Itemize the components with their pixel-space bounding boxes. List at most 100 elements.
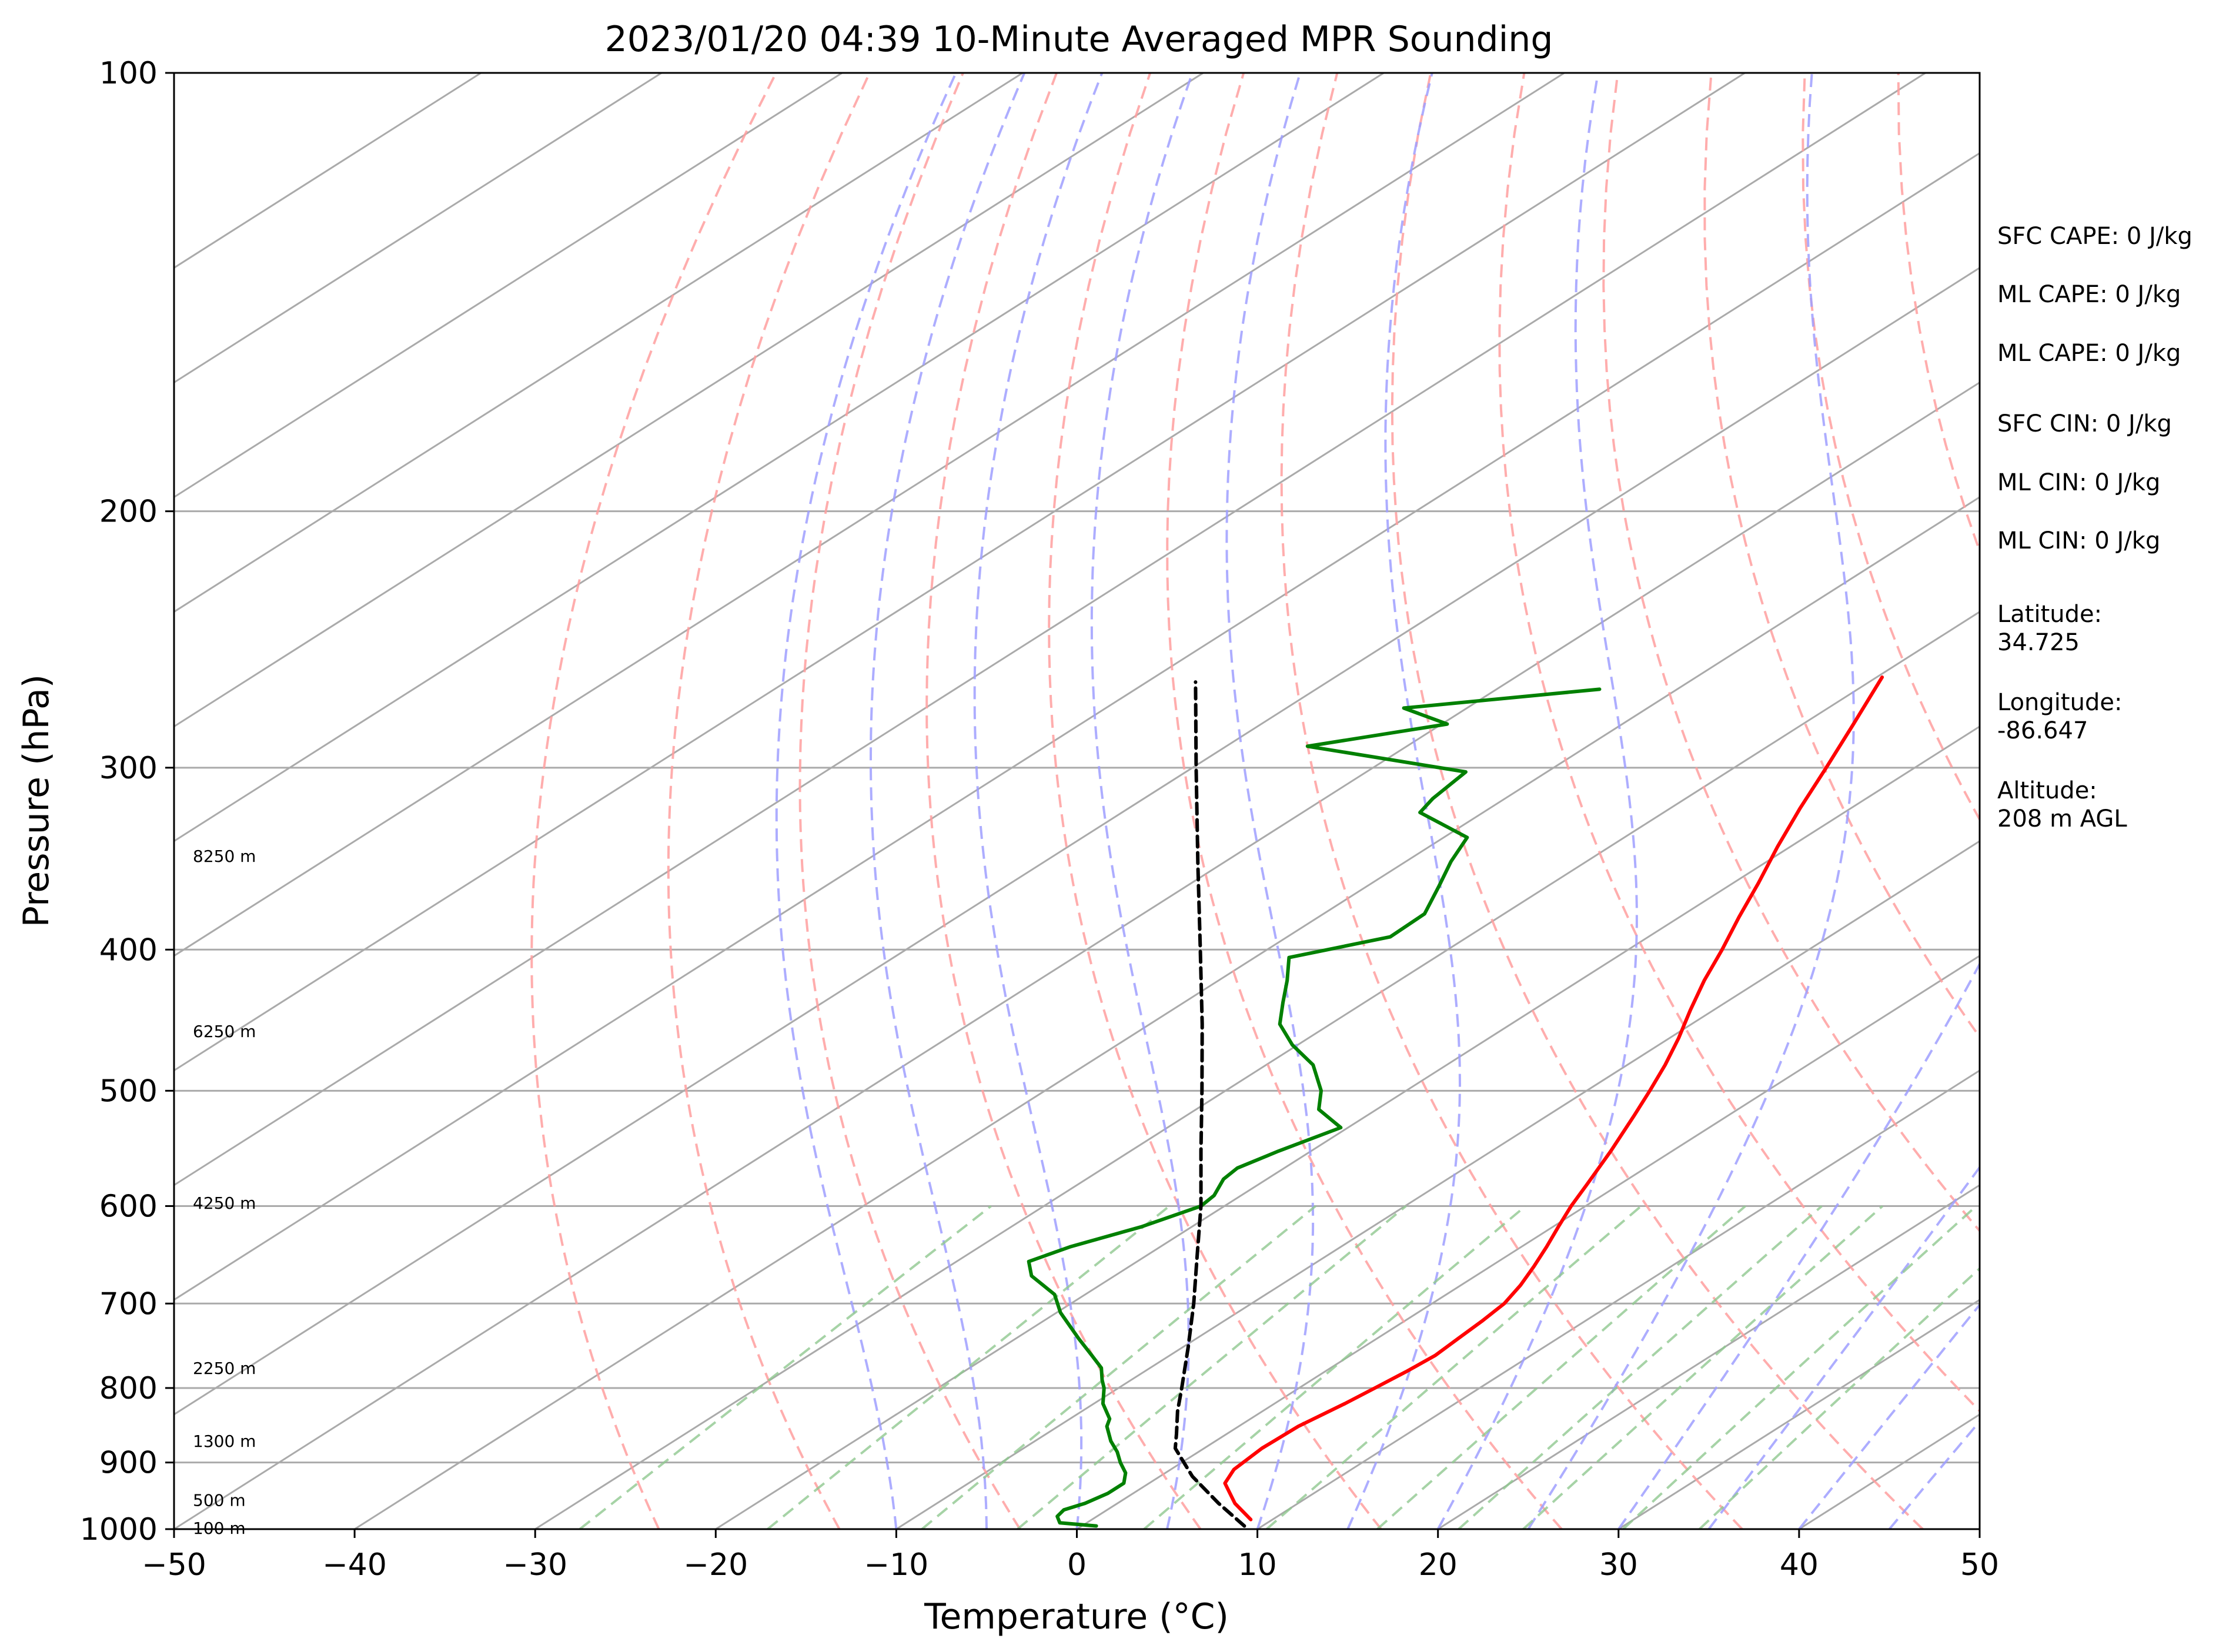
mixing-ratio-line (767, 1205, 1171, 1529)
stat-text: ML CAPE: 0 J/kg (1997, 281, 2181, 308)
stat-text: SFC CAPE: 0 J/kg (1997, 223, 2192, 250)
stat-text: ML CAPE: 0 J/kg (1997, 340, 2181, 367)
x-tick-label: 20 (1419, 1547, 1458, 1583)
dry-adiabat-line (530, 73, 777, 1529)
x-tick-label: −30 (503, 1547, 567, 1583)
isotherm-line (174, 266, 1980, 1416)
x-tick-label: −50 (142, 1547, 206, 1583)
moist-adiabat-line (1527, 73, 1855, 1529)
x-tick-label: 40 (1780, 1547, 1819, 1583)
moist-adiabat-line (1090, 73, 1194, 1529)
isotherm-line (174, 73, 843, 499)
series-layer (1027, 675, 1884, 1528)
moist-adiabat-line (775, 73, 957, 1529)
mixing-ratio-line (1376, 1205, 1746, 1529)
x-tick-label: 0 (1067, 1547, 1087, 1583)
mixing-ratio-line (1143, 1205, 1526, 1529)
y-ticks: 100 200 300 400 500 600 700 800 900 1000 (80, 56, 174, 1547)
isotherm-line (174, 73, 1024, 613)
mixing-ratio-line (1458, 1205, 1823, 1529)
moist-adiabat-line (1707, 1165, 1980, 1529)
stat-item: ML CAPE: 0 J/kg (1997, 340, 2181, 367)
chart-title: 2023/01/20 04:39 10-Minute Averaged MPR … (605, 19, 1553, 60)
stat-text: ML CIN: 0 J/kg (1997, 527, 2160, 554)
y-tick-label: 600 (99, 1189, 158, 1224)
mixing-ratio-line (1265, 1205, 1642, 1529)
mixing-ratio-line (921, 1205, 1316, 1529)
isotherm-line (174, 152, 1980, 1301)
height-label: 2250 m (193, 1359, 256, 1378)
y-tick-label: 800 (99, 1371, 158, 1406)
stat-item: ML CIN: 0 J/kg (1997, 469, 2160, 496)
isotherm-line (174, 73, 1204, 728)
x-tick-label: 30 (1599, 1547, 1638, 1583)
x-tick-label: −10 (864, 1547, 929, 1583)
y-tick-label: 1000 (80, 1512, 158, 1547)
dry-adiabat-line (1801, 73, 1980, 822)
dry-adiabat-line (1166, 73, 1563, 1529)
moist-adiabat-line (870, 73, 1026, 1529)
y-axis-title: Pressure (hPa) (16, 674, 57, 927)
moist-adiabat-line (1798, 1303, 1980, 1529)
height-label: 100 m (193, 1519, 246, 1538)
mixing-ratio-line (1622, 1205, 1977, 1529)
y-tick-label: 700 (99, 1286, 158, 1322)
y-tick-label: 200 (99, 494, 158, 530)
moist-adiabat-line (1346, 73, 1462, 1529)
dry-adiabat-line (1280, 73, 1743, 1529)
stat-item: Longitude:-86.647 (1997, 689, 2122, 744)
isotherm-line (1437, 1184, 1980, 1529)
height-label: 1300 m (193, 1432, 256, 1451)
stat-text: Latitude: (1997, 601, 2102, 628)
dry-adiabat-line (1703, 73, 1980, 1039)
stat-text: -86.647 (1997, 717, 2088, 744)
x-axis-title: Temperature (°C) (924, 1596, 1229, 1637)
stat-text: ML CIN: 0 J/kg (1997, 469, 2160, 496)
isotherm-line (534, 610, 1980, 1529)
stat-text: Longitude: (1997, 689, 2122, 716)
dry-adiabat-line (1498, 73, 1980, 1413)
y-tick-label: 400 (99, 932, 158, 968)
stat-text: SFC CIN: 0 J/kg (1997, 410, 2172, 437)
stat-item: Altitude:208 m AGL (1997, 777, 2127, 832)
isotherm-line (354, 496, 1980, 1529)
height-labels: 8250 m 6250 m 4250 m 2250 m 1300 m 500 m 100 m (193, 847, 256, 1538)
height-label: 8250 m (193, 847, 256, 866)
height-label: 6250 m (193, 1022, 256, 1041)
isotherm-line (715, 725, 1980, 1529)
height-label: 4250 m (193, 1193, 256, 1213)
isotherm-line (174, 73, 662, 384)
mixing-ratio-line (579, 1205, 992, 1529)
sounding-stats: SFC CAPE: 0 J/kg ML CAPE: 0 J/kg ML CAPE: … (1997, 223, 2192, 832)
mixing-ratio-line (1522, 1205, 1884, 1529)
isotherm-line (1256, 1069, 1980, 1529)
x-tick-label: −40 (322, 1547, 387, 1583)
stat-text: 34.725 (1997, 629, 2080, 656)
stat-item: Latitude:34.725 (1997, 601, 2102, 656)
dry-adiabat-line (667, 73, 871, 1529)
y-tick-label: 500 (99, 1074, 158, 1109)
isotherm-line (895, 840, 1980, 1529)
mixing-ratio-line (1017, 1205, 1407, 1529)
isotherm-line (1076, 955, 1980, 1529)
moist-adiabat-line (1617, 961, 1980, 1529)
stat-item: ML CIN: 0 J/kg (1997, 527, 2160, 554)
isotherm-line (174, 73, 1385, 842)
x-ticks: −50 −40 −30 −20 −10 0 10 20 30 40 50 (142, 1529, 1999, 1583)
dry-adiabat-line (1602, 73, 1980, 1233)
y-tick-label: 900 (99, 1446, 158, 1481)
isotherm-line (174, 73, 1746, 1072)
stat-item: ML CAPE: 0 J/kg (1997, 281, 2181, 308)
parcel-line (1173, 680, 1246, 1528)
x-tick-label: 10 (1238, 1547, 1277, 1583)
stat-text: 208 m AGL (1997, 805, 2127, 832)
dry-adiabat-line (925, 73, 1202, 1529)
y-tick-label: 100 (99, 56, 158, 91)
stat-text: Altitude: (1997, 777, 2097, 804)
height-label: 500 m (193, 1490, 246, 1510)
temperature-line (1223, 675, 1884, 1521)
grid-layer (174, 73, 1980, 1529)
stat-item: SFC CIN: 0 J/kg (1997, 410, 2172, 437)
